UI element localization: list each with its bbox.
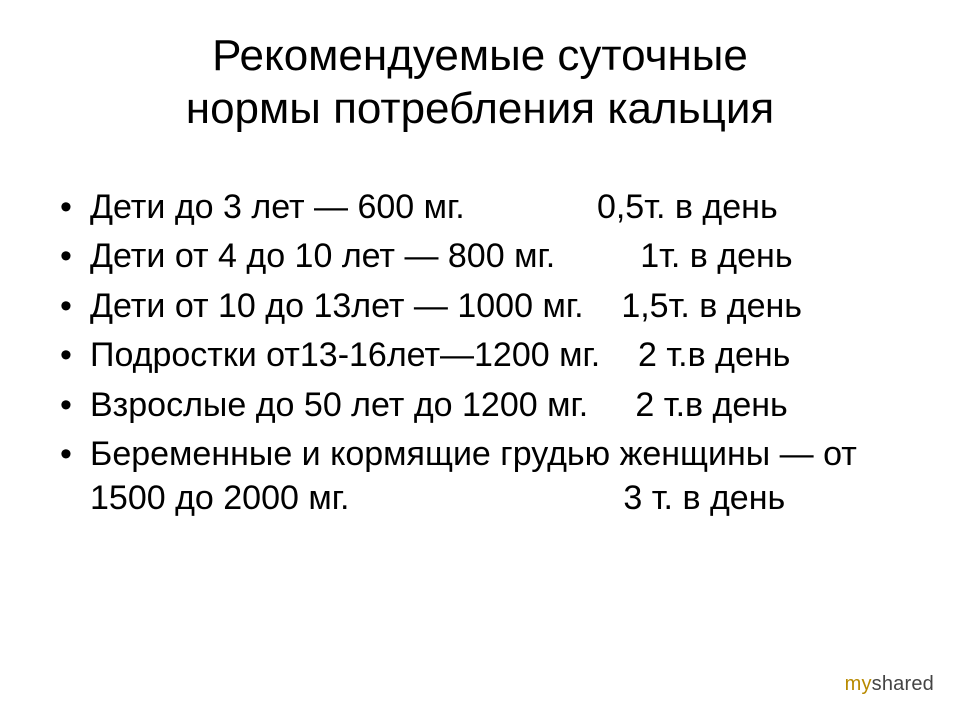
watermark-logo: myshared <box>845 673 934 696</box>
list-item: Подростки от13-16лет—1200 мг. 2 т.в день <box>60 334 940 378</box>
list-item: Беременные и кормящие грудью женщины — о… <box>60 433 940 520</box>
list-item: Дети от 10 до 13лет — 1000 мг. 1,5т. в д… <box>60 285 940 329</box>
bullet-list: Дети до 3 лет — 600 мг. 0,5т. в день Дет… <box>60 186 940 521</box>
logo-part-2: shared <box>872 673 934 695</box>
slide: Рекомендуемые суточные нормы потребления… <box>0 0 960 720</box>
title-line-1: Рекомендуемые суточные <box>212 31 748 80</box>
dose-text: 2 т.в день <box>635 386 787 424</box>
group-text: Взрослые до 50 лет до 1200 мг. <box>90 386 588 424</box>
list-item: Дети до 3 лет — 600 мг. 0,5т. в день <box>60 186 940 230</box>
dose-text: 3 т. в день <box>623 479 785 517</box>
group-text: Дети до 3 лет — 600 мг. <box>90 188 465 226</box>
dose-text: 1,5т. в день <box>621 287 802 325</box>
dose-text: 1т. в день <box>640 237 792 275</box>
list-item: Дети от 4 до 10 лет — 800 мг. 1т. в день <box>60 235 940 279</box>
slide-title: Рекомендуемые суточные нормы потребления… <box>100 30 860 136</box>
dose-text: 2 т.в день <box>638 336 790 374</box>
group-text: Дети от 4 до 10 лет — 800 мг. <box>90 237 555 275</box>
dose-text: 0,5т. в день <box>597 188 778 226</box>
group-text: Подростки от13-16лет—1200 мг. <box>90 336 600 374</box>
group-text: Дети от 10 до 13лет — 1000 мг. <box>90 287 584 325</box>
title-line-2: нормы потребления кальция <box>186 84 774 133</box>
list-item: Взрослые до 50 лет до 1200 мг. 2 т.в ден… <box>60 384 940 428</box>
logo-part-1: my <box>845 673 872 695</box>
